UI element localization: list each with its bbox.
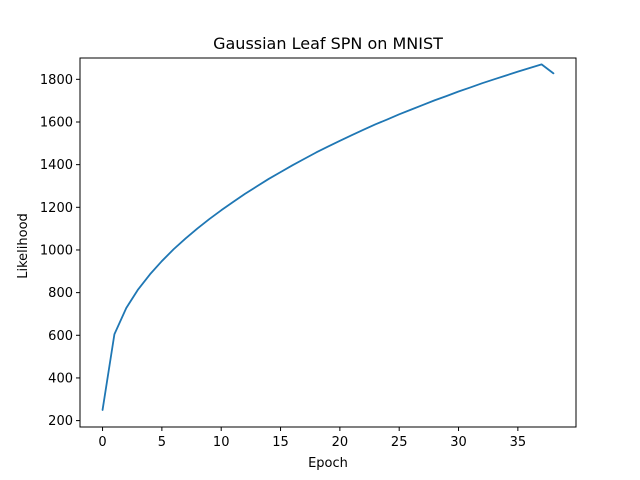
y-tick-label: 800 (48, 286, 73, 301)
plot-frame (79, 57, 577, 428)
x-axis-label: Epoch (308, 456, 348, 471)
chart-title: Gaussian Leaf SPN on MNIST (213, 34, 443, 53)
x-tick-label: 25 (391, 435, 408, 450)
y-tick-label: 1800 (40, 73, 73, 88)
y-tick-label: 1200 (40, 201, 73, 216)
plot-area: 0 5 10 15 20 25 30 35 200 400 600 800 1000 1200 1400 16… (40, 57, 577, 450)
y-tick-label: 1000 (40, 243, 73, 258)
x-tick-label: 15 (272, 435, 289, 450)
y-tick-label: 400 (48, 371, 73, 386)
y-tick-label: 200 (48, 414, 73, 429)
series-line-0 (101, 63, 555, 411)
x-tick-label: 20 (332, 435, 349, 450)
x-tick-label: 5 (158, 435, 166, 450)
x-tick-label: 10 (213, 435, 230, 450)
y-tick-label: 600 (48, 329, 73, 344)
y-tick-label: 1400 (40, 158, 73, 173)
x-tick-label: 30 (450, 435, 467, 450)
x-tick-label: 35 (510, 435, 527, 450)
y-tick-label: 1600 (40, 115, 73, 130)
y-axis-label: Likelihood (16, 213, 31, 279)
x-tick-label: 0 (98, 435, 106, 450)
